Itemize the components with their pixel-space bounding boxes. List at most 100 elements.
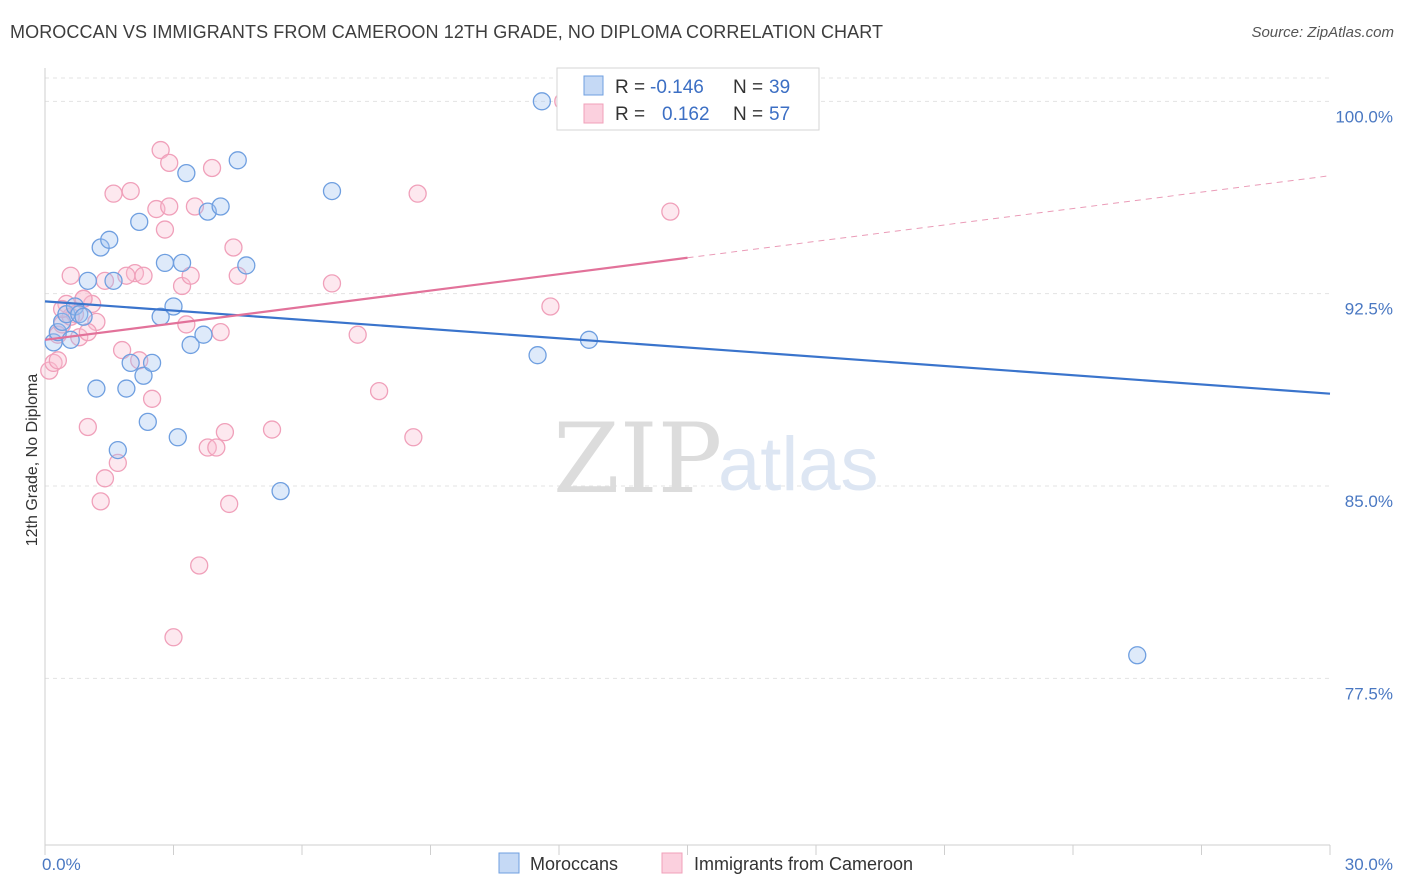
point-cameroon-44	[404, 428, 423, 447]
point-cameroon-37	[220, 494, 239, 514]
watermark-zip: ZIP	[553, 403, 722, 515]
point-moroccans-4	[61, 330, 80, 349]
point-moroccans-15	[130, 212, 149, 232]
point-moroccans-10	[100, 230, 119, 249]
x-tick-labels: 0.0% 30.0%	[42, 855, 1393, 874]
chart-title: MOROCCAN VS IMMIGRANTS FROM CAMEROON 12T…	[10, 22, 884, 42]
point-moroccans-37	[1128, 646, 1147, 665]
point-cameroon-21	[142, 389, 162, 408]
axes	[44, 68, 1331, 855]
bottom-legend: Moroccans Immigrants from Cameroon	[498, 852, 913, 874]
series-moroccans-points	[44, 92, 1147, 665]
point-cameroon-38	[224, 238, 243, 257]
point-cameroon-23	[151, 140, 170, 160]
point-moroccans-20	[155, 253, 175, 273]
point-cameroon-5	[61, 266, 80, 285]
point-cameroon-9	[78, 417, 97, 437]
point-moroccans-34	[532, 92, 552, 111]
watermark-atlas: atlas	[718, 422, 879, 507]
point-moroccans-29	[228, 151, 247, 170]
point-cameroon-46	[541, 297, 560, 316]
point-moroccans-26	[194, 325, 213, 344]
point-moroccans-18	[142, 353, 162, 373]
legend-r-label-1: R =	[615, 77, 645, 98]
legend-n-label-1: N =	[733, 77, 763, 98]
point-cameroon-25	[160, 153, 179, 173]
legend-box: R = -0.146 N = 39 R = 0.162 N = 57	[556, 67, 820, 131]
legend-n-label-2: N =	[733, 104, 763, 125]
legend-n-value-2: 57	[769, 104, 790, 125]
trend-line-moroccans	[44, 300, 1331, 395]
point-cameroon-29	[181, 266, 200, 285]
bottom-legend-swatch-cameroon	[661, 852, 683, 874]
x-tick-label-0: 0.0%	[42, 855, 81, 874]
point-moroccans-38	[74, 307, 93, 326]
legend-n-value-1: 39	[769, 77, 790, 98]
point-moroccans-28	[211, 197, 230, 216]
x-tick-label-1: 30.0%	[1345, 855, 1393, 874]
point-moroccans-12	[108, 440, 127, 460]
point-cameroon-26	[164, 628, 183, 647]
point-cameroon-43	[369, 381, 389, 401]
trend-lines	[44, 175, 1331, 395]
point-moroccans-21	[164, 297, 183, 316]
point-cameroon-24	[155, 220, 175, 239]
point-cameroon-12	[91, 492, 110, 511]
trend-line-cameroon-extension	[687, 175, 1331, 259]
legend-r-value-2: 0.162	[662, 104, 710, 125]
point-cameroon-35	[211, 322, 230, 342]
point-moroccans-31	[271, 481, 290, 501]
y-tick-label-0: 100.0%	[1335, 107, 1393, 126]
bottom-legend-swatch-moroccans	[498, 852, 520, 874]
point-cameroon-31	[190, 556, 209, 575]
legend-swatch-moroccans	[583, 75, 604, 96]
point-cameroon-14	[104, 184, 123, 203]
point-cameroon-40	[262, 420, 282, 439]
bottom-legend-moroccans: Moroccans	[530, 854, 618, 874]
point-cameroon-17	[121, 181, 140, 201]
point-cameroon-16	[112, 340, 132, 360]
source-label: Source: ZipAtlas.com	[1251, 24, 1394, 41]
point-moroccans-16	[134, 366, 153, 385]
legend-r-value-1: -0.146	[650, 77, 704, 98]
y-axis-label: 12th Grade, No Diploma	[24, 374, 41, 547]
point-moroccans-25	[181, 335, 200, 355]
point-cameroon-45	[408, 184, 427, 203]
legend-r-label-2: R =	[615, 104, 645, 125]
point-moroccans-23	[172, 253, 192, 273]
point-cameroon-50	[78, 322, 97, 342]
watermark: ZIP atlas	[553, 403, 879, 515]
point-cameroon-41	[322, 274, 342, 293]
point-cameroon-33	[202, 158, 222, 178]
point-cameroon-36	[215, 422, 235, 442]
y-tick-labels: 100.0% 92.5% 85.0% 77.5%	[1335, 107, 1393, 703]
point-cameroon-20	[134, 266, 153, 285]
point-moroccans-8	[87, 379, 106, 398]
point-moroccans-17	[138, 412, 157, 432]
point-moroccans-33	[528, 346, 547, 365]
y-tick-label-3: 77.5%	[1345, 684, 1393, 703]
bottom-legend-cameroon: Immigrants from Cameroon	[694, 854, 913, 874]
y-tick-label-2: 85.0%	[1345, 492, 1393, 511]
point-cameroon-13	[95, 469, 115, 488]
point-cameroon-48	[661, 202, 680, 221]
series-cameroon-points	[40, 92, 680, 647]
point-moroccans-7	[78, 271, 97, 290]
point-moroccans-13	[117, 379, 136, 398]
point-moroccans-22	[168, 428, 187, 447]
point-cameroon-52	[160, 197, 179, 216]
point-moroccans-32	[322, 181, 342, 201]
point-cameroon-42	[348, 325, 367, 344]
point-cameroon-28	[177, 315, 196, 334]
point-moroccans-14	[121, 353, 140, 373]
legend-swatch-cameroon	[583, 103, 604, 124]
trend-line-cameroon	[44, 256, 688, 341]
point-cameroon-56	[48, 351, 67, 370]
point-moroccans-30	[237, 256, 256, 275]
y-tick-label-1: 92.5%	[1345, 300, 1393, 319]
point-moroccans-11	[104, 271, 123, 290]
point-cameroon-34	[207, 438, 226, 457]
point-cameroon-15	[108, 453, 127, 473]
point-moroccans-24	[177, 163, 196, 183]
